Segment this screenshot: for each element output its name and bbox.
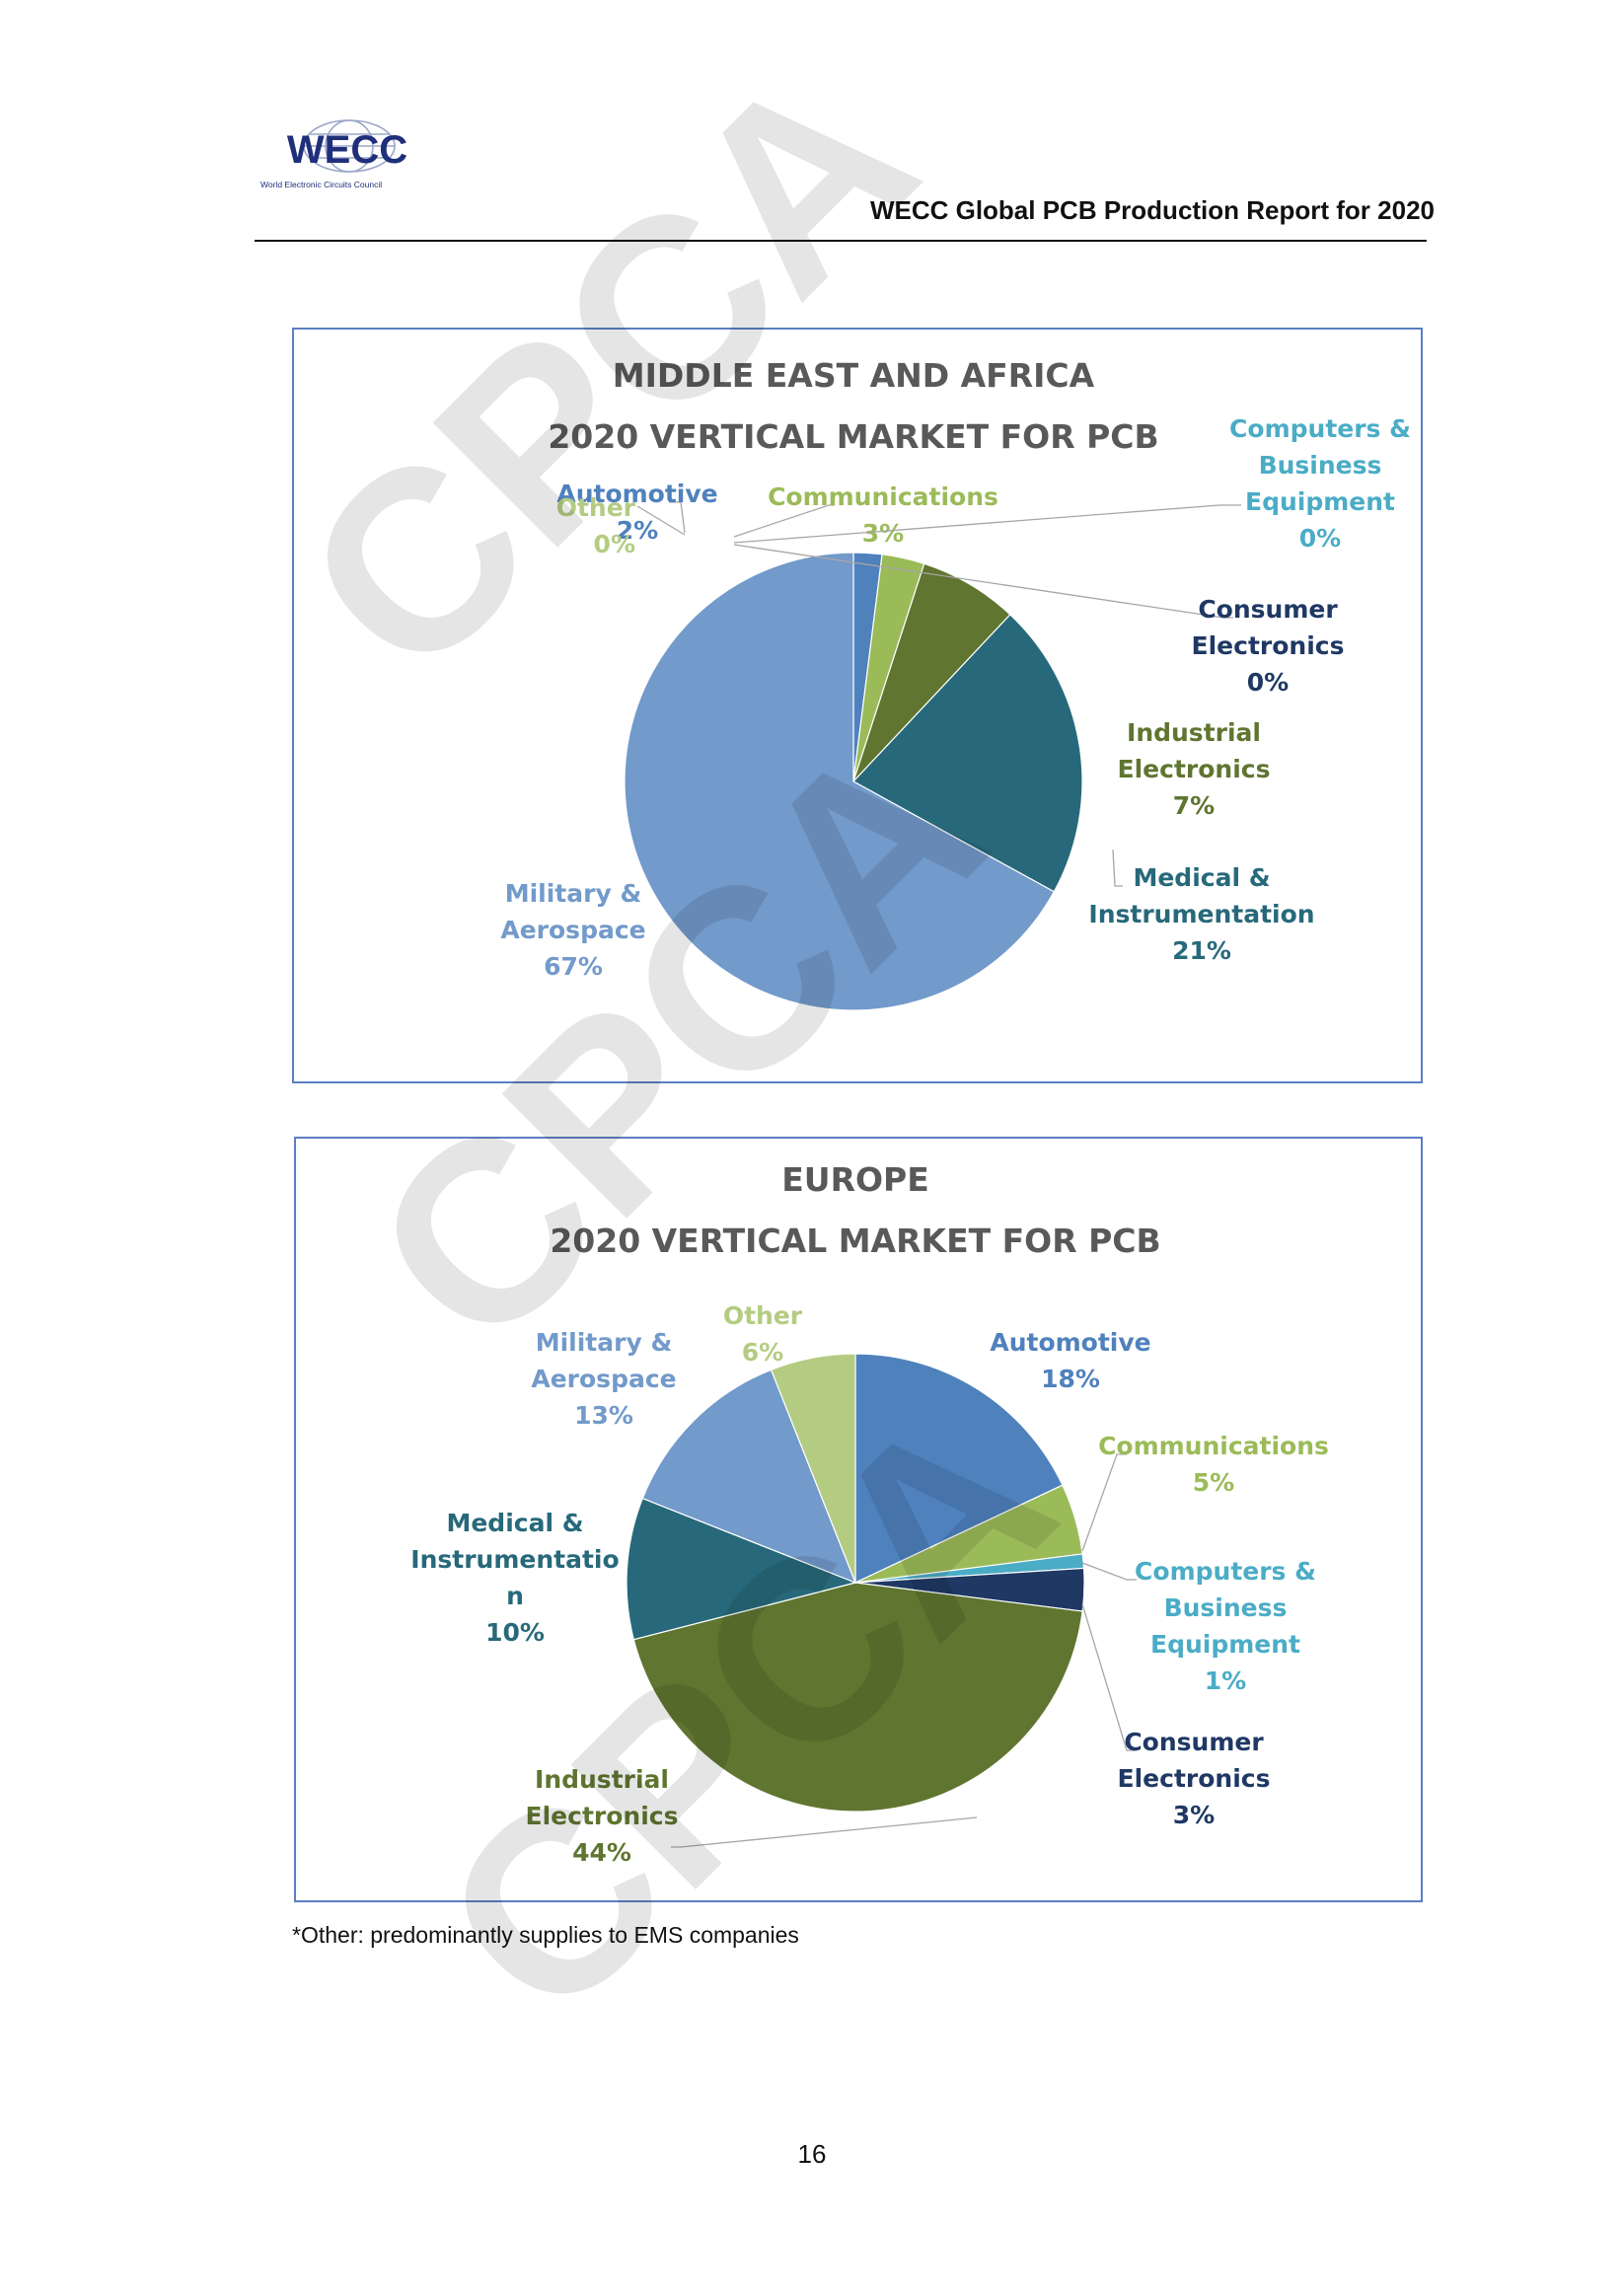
data-label-value: 0% bbox=[594, 530, 635, 558]
data-label-name: Other bbox=[556, 493, 636, 522]
mea-pie-chart: MIDDLE EAST AND AFRICA 2020 VERTICAL MARK… bbox=[500, 356, 1411, 1011]
leader-line bbox=[671, 1816, 978, 1848]
data-label-name: Electronics bbox=[1192, 631, 1345, 660]
data-label-name: Instrumentatio bbox=[410, 1545, 619, 1574]
leader-line bbox=[733, 504, 1241, 544]
leader-line bbox=[1112, 849, 1123, 887]
europe-chart-panel: EUROPE 2020 VERTICAL MARKET FOR PCB Automo… bbox=[294, 1137, 1423, 1902]
pie-slice-military-aerospace bbox=[624, 552, 1056, 1011]
data-label-name: Instrumentation bbox=[1088, 900, 1314, 928]
data-label-value: 21% bbox=[1172, 936, 1231, 965]
leader-line bbox=[733, 504, 835, 538]
data-label-value: 18% bbox=[1041, 1365, 1100, 1393]
leader-line bbox=[669, 501, 686, 534]
pie-slice-medical-instrumentatio-n bbox=[626, 1497, 857, 1641]
data-label-name: Industrial bbox=[535, 1765, 669, 1794]
logo-subtitle: World Electronic Circuits Council bbox=[260, 180, 382, 189]
data-label-name: Military & bbox=[505, 879, 642, 908]
data-label-name: Military & bbox=[536, 1328, 673, 1357]
data-label-name: Computers & bbox=[1229, 414, 1411, 443]
footnote: *Other: predominantly supplies to EMS co… bbox=[292, 1922, 799, 1948]
data-label-name: Medical & bbox=[446, 1509, 583, 1537]
pie-slice-military-aerospace bbox=[641, 1369, 857, 1585]
wecc-logo: WECC World Electronic Circuits Council bbox=[260, 119, 407, 189]
leader-line bbox=[733, 544, 1233, 619]
chart-title: 2020 VERTICAL MARKET FOR PCB bbox=[550, 1222, 1160, 1260]
data-label-value: 5% bbox=[1193, 1468, 1234, 1497]
data-label-name: Communications bbox=[1098, 1432, 1329, 1460]
data-label-name: Medical & bbox=[1133, 863, 1270, 892]
data-label-value: 10% bbox=[485, 1618, 545, 1647]
data-label-name: Automotive bbox=[556, 480, 717, 508]
data-label-value: 2% bbox=[617, 516, 658, 545]
data-label-name: Aerospace bbox=[531, 1365, 676, 1393]
data-label-value: 6% bbox=[742, 1338, 783, 1367]
data-label-value: 3% bbox=[862, 519, 904, 548]
chart-title: EUROPE bbox=[781, 1160, 929, 1199]
data-label-name: Consumer bbox=[1198, 595, 1338, 624]
logo-text: WECC bbox=[287, 128, 407, 172]
mea-chart-panel: MIDDLE EAST AND AFRICA 2020 VERTICAL MARK… bbox=[292, 328, 1423, 1083]
data-label-name: Other bbox=[723, 1301, 803, 1330]
chart-title: MIDDLE EAST AND AFRICA bbox=[613, 356, 1095, 395]
data-label-name: Industrial bbox=[1127, 718, 1261, 747]
data-label-name: Equipment bbox=[1150, 1630, 1300, 1659]
data-label-name: Business bbox=[1259, 451, 1382, 480]
pie-slice-industrial-electronics bbox=[852, 562, 1011, 782]
data-label-value: 67% bbox=[544, 952, 603, 981]
data-label-value: 0% bbox=[1247, 668, 1289, 697]
data-label-name: Electronics bbox=[526, 1802, 679, 1830]
data-label-name: Business bbox=[1164, 1593, 1288, 1622]
globe-icon bbox=[303, 119, 396, 173]
data-label-name: Electronics bbox=[1118, 1764, 1271, 1793]
header-divider bbox=[255, 240, 1427, 242]
leader-line bbox=[636, 505, 686, 536]
europe-pie-chart: EUROPE 2020 VERTICAL MARKET FOR PCB Automo… bbox=[410, 1160, 1329, 1867]
leader-line bbox=[1081, 1453, 1127, 1552]
data-label-value: 3% bbox=[1173, 1801, 1215, 1829]
page-number: 16 bbox=[797, 2139, 827, 2169]
pie-slice-other bbox=[770, 1353, 856, 1584]
data-label-name: Equipment bbox=[1245, 487, 1395, 516]
data-label-name: Automotive bbox=[990, 1328, 1150, 1357]
chart-title: 2020 VERTICAL MARKET FOR PCB bbox=[548, 417, 1158, 456]
data-label-name: Communications bbox=[768, 482, 998, 511]
data-label-name: Computers & bbox=[1135, 1557, 1316, 1586]
data-label-name: Consumer bbox=[1124, 1728, 1264, 1756]
report-title: WECC Global PCB Production Report for 20… bbox=[869, 195, 1435, 225]
data-label-value: 44% bbox=[572, 1838, 631, 1867]
data-label-value: 13% bbox=[574, 1401, 633, 1430]
data-label-name: Electronics bbox=[1118, 755, 1271, 783]
data-label-value: 7% bbox=[1173, 791, 1215, 820]
pie-slice-automotive bbox=[854, 1353, 1064, 1584]
pie-slice-industrial-electronics bbox=[632, 1582, 1083, 1813]
data-label-name: Aerospace bbox=[500, 916, 645, 944]
pie-slice-medical-instrumentation bbox=[852, 614, 1083, 893]
leader-line bbox=[1081, 1562, 1137, 1581]
data-label-name: n bbox=[506, 1582, 524, 1610]
leader-line bbox=[1081, 1603, 1137, 1751]
data-label-value: 1% bbox=[1205, 1666, 1246, 1695]
data-label-value: 0% bbox=[1299, 524, 1341, 553]
